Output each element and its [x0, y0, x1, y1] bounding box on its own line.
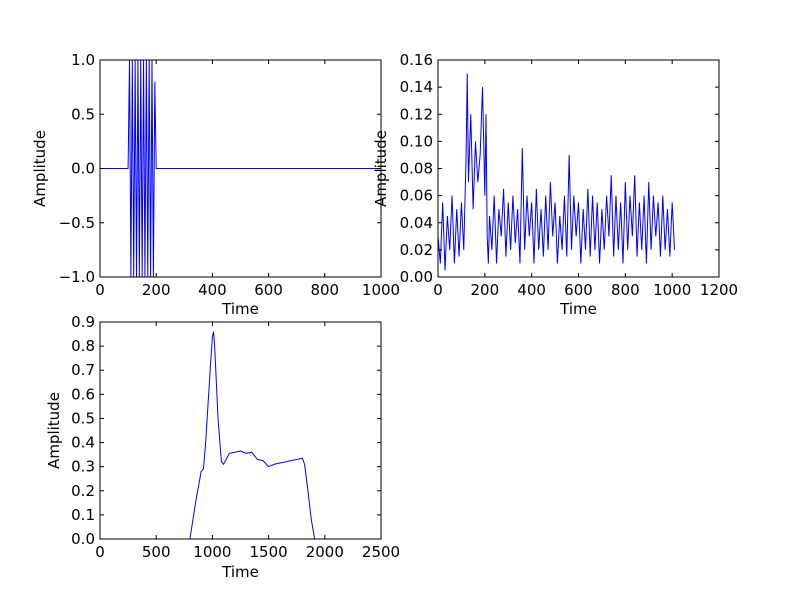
series-line-0 [438, 73, 676, 271]
x-tick-label: 0 [95, 281, 105, 299]
y-tick-label: 0.3 [71, 458, 95, 476]
y-tick-label: 0.1 [71, 506, 95, 524]
x-axis-label: Time [221, 300, 259, 318]
x-tick-label: 1500 [250, 543, 288, 561]
y-tick-label: 0.6 [71, 385, 95, 403]
y-tick-label: 1.0 [71, 51, 95, 69]
y-tick-label: 0.08 [400, 160, 433, 178]
axes-frame [99, 321, 382, 540]
y-tick-label: 0.4 [71, 434, 95, 452]
x-axis-label: Time [559, 300, 597, 318]
chart-bottom-left: 0 500 1000 1500 2000 2500 0.0 0.1 0.2 0.3 0.4 0.5 0.… [45, 313, 400, 581]
x-tick-label: 0 [95, 543, 105, 561]
x-tick-label: 500 [142, 543, 171, 561]
x-tick-label: 1000 [193, 543, 231, 561]
x-tick-label: 600 [254, 281, 283, 299]
y-tick-label: −0.5 [59, 214, 95, 232]
y-tick-label: 0.0 [71, 160, 95, 178]
x-tick-label: 1000 [362, 281, 400, 299]
y-tick-label: 0.02 [400, 241, 433, 259]
chart-top-right: 0 200 400 600 800 1000 1200 0.00 0.02 0.04 0.06 0.0… [372, 51, 738, 318]
y-tick-label: 0.10 [400, 132, 433, 150]
x-tick-label: 0 [433, 281, 443, 299]
y-tick-label: 0.12 [400, 105, 433, 123]
y-tick-label: 0.00 [400, 268, 433, 286]
y-tick-label: 0.7 [71, 361, 95, 379]
y-tick-label: 0.2 [71, 482, 95, 500]
chart-top-left: 0 200 400 600 800 1000 −1.0 −0.5 0.0 0.5 1.0 Time Am… [31, 51, 400, 318]
y-axis-label: Amplitude [31, 130, 49, 207]
x-tick-label: 800 [310, 281, 339, 299]
y-tick-label: 0.16 [400, 51, 433, 69]
x-tick-label: 400 [517, 281, 546, 299]
y-tick-label: 0.8 [71, 337, 95, 355]
x-tick-label: 2000 [306, 543, 344, 561]
y-tick-label: 0.5 [71, 409, 95, 427]
y-tick-label: −1.0 [59, 268, 95, 286]
x-tick-label: 2500 [362, 543, 400, 561]
series-line-0 [189, 331, 316, 539]
x-tick-label: 1000 [653, 281, 691, 299]
y-tick-label: 0.0 [71, 530, 95, 548]
x-tick-label: 200 [471, 281, 500, 299]
y-tick-label: 0.9 [71, 313, 95, 331]
x-tick-label: 600 [564, 281, 593, 299]
y-tick-label: 0.5 [71, 105, 95, 123]
y-axis-label: Amplitude [45, 392, 63, 469]
y-tick-label: 0.14 [400, 78, 433, 96]
series-line-0 [100, 60, 381, 277]
y-tick-label: 0.04 [400, 214, 433, 232]
x-tick-label: 800 [611, 281, 640, 299]
y-axis-label: Amplitude [372, 130, 390, 207]
plots-container: 0 200 400 600 800 1000 −1.0 −0.5 0.0 0.5 1.0 Time Am… [31, 51, 738, 581]
x-tick-label: 200 [142, 281, 171, 299]
x-tick-label: 1200 [700, 281, 738, 299]
y-tick-label: 0.06 [400, 187, 433, 205]
x-tick-label: 400 [198, 281, 227, 299]
x-axis-label: Time [221, 563, 259, 581]
